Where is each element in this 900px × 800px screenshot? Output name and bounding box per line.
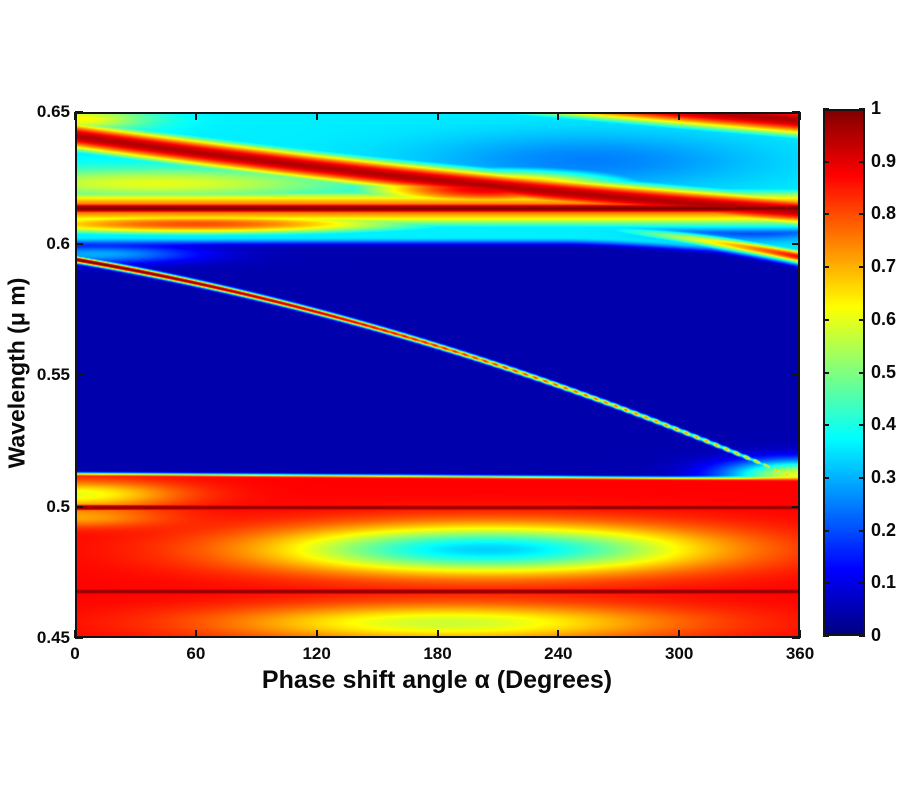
y-tick — [75, 111, 83, 113]
x-tick — [74, 112, 76, 120]
colorbar-tick — [859, 371, 865, 374]
y-tick-label: 0.65 — [36, 102, 70, 121]
colorbar-tick — [823, 318, 829, 321]
x-tick — [194, 112, 197, 120]
colorbar-tick — [859, 266, 865, 269]
x-tick — [436, 112, 439, 120]
colorbar-tick-label: 0.9 — [871, 150, 897, 171]
colorbar — [823, 108, 865, 637]
x-tick-label: 240 — [544, 644, 573, 663]
y-tick — [792, 374, 800, 376]
y-tick-label: 0.5 — [46, 496, 70, 516]
colorbar-tick-label: 0.7 — [871, 256, 897, 277]
y-tick-label: 0.45 — [36, 628, 70, 647]
y-tick — [792, 242, 800, 245]
colorbar-tick — [823, 213, 829, 216]
colorbar-tick-label: 0.8 — [871, 203, 897, 224]
colorbar-tick-label: 0.1 — [871, 572, 897, 593]
colorbar-tick — [859, 424, 865, 427]
x-tick — [678, 630, 681, 638]
x-tick — [315, 630, 318, 638]
y-tick — [75, 637, 83, 639]
x-tick — [315, 112, 318, 120]
y-tick — [75, 505, 83, 508]
x-axis-label: Phase shift angle α (Degrees) — [261, 666, 613, 694]
colorbar-tick-label: 0 — [871, 625, 882, 645]
x-tick — [799, 630, 801, 638]
colorbar-tick — [859, 160, 865, 163]
x-tick-label: 180 — [423, 644, 452, 663]
colorbar-tick — [823, 529, 829, 532]
colorbar-tick — [859, 476, 865, 479]
colorbar-tick-label: 0.5 — [871, 361, 897, 382]
x-tick — [557, 112, 560, 120]
colorbar-canvas — [823, 109, 865, 636]
y-tick — [792, 505, 800, 508]
colorbar-tick — [823, 160, 829, 163]
y-tick — [792, 111, 800, 113]
colorbar-tick-label: 0.3 — [871, 466, 897, 487]
colorbar-tick — [823, 266, 829, 269]
colorbar-tick — [823, 108, 829, 110]
x-tick-label: 120 — [302, 644, 331, 663]
heatmap-canvas — [75, 112, 800, 638]
y-tick-label: 0.55 — [36, 365, 70, 384]
y-tick — [75, 242, 83, 245]
colorbar-tick — [823, 476, 829, 479]
heatmap-plot — [74, 111, 801, 639]
colorbar-tick — [823, 635, 829, 637]
y-tick — [75, 374, 83, 376]
colorbar-tick — [859, 582, 865, 585]
x-tick-label: 60 — [186, 644, 206, 663]
x-tick — [678, 112, 681, 120]
colorbar-tick — [859, 635, 865, 637]
x-tick-label: 300 — [664, 644, 694, 663]
x-tick-label: 0 — [70, 644, 80, 663]
colorbar-tick-label: 1 — [871, 98, 882, 118]
colorbar-tick — [859, 213, 865, 216]
x-tick — [436, 630, 439, 638]
colorbar-tick — [823, 371, 829, 374]
x-tick — [557, 630, 560, 638]
colorbar-tick — [823, 582, 829, 585]
x-tick — [74, 630, 76, 638]
x-tick — [194, 630, 197, 638]
x-tick — [799, 112, 801, 120]
y-tick — [792, 637, 800, 639]
y-tick-label: 0.6 — [46, 233, 70, 253]
colorbar-tick — [823, 424, 829, 427]
colorbar-tick-label: 0.2 — [871, 519, 897, 540]
colorbar-tick — [859, 529, 865, 532]
x-tick-label: 360 — [785, 644, 815, 663]
colorbar-tick-label: 0.4 — [871, 414, 897, 435]
colorbar-tick-label: 0.6 — [871, 308, 897, 329]
colorbar-tick — [859, 318, 865, 321]
colorbar-tick — [859, 108, 865, 110]
